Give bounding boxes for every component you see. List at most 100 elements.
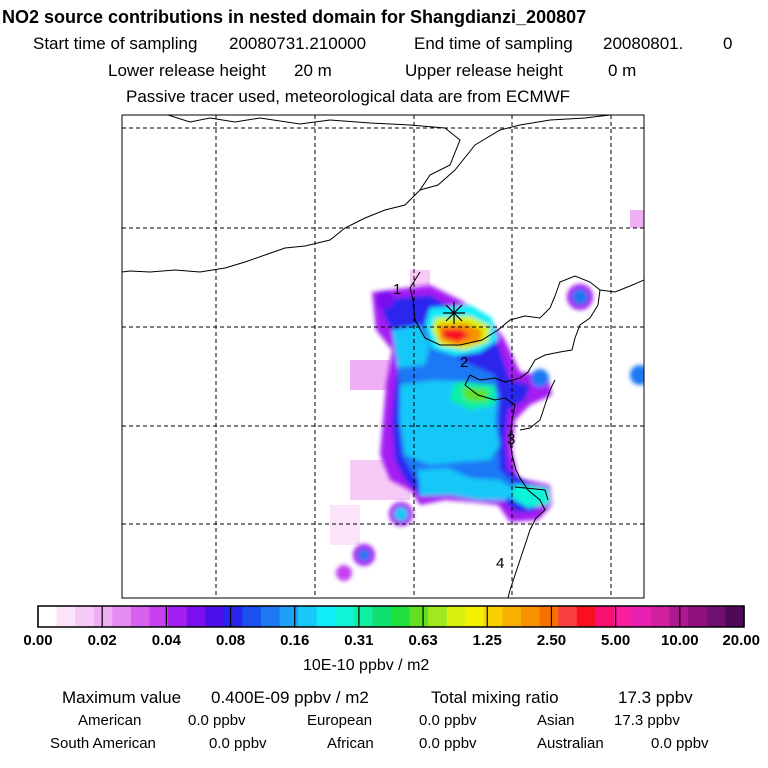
upper-height-label: Upper release height: [405, 61, 563, 80]
colorbar-tick-label: 2.50: [537, 632, 566, 649]
region-value: 0.0 ppbv: [419, 712, 477, 729]
start-time-value: 20080731.210000: [229, 34, 367, 53]
region-value: 0.0 ppbv: [651, 735, 709, 752]
colorbar-unit-label: 10E-10 ppbv / m2: [303, 657, 430, 674]
colorbar: [38, 606, 745, 627]
colorbar-tick-label: 0.08: [216, 632, 245, 649]
colorbar-tick-label: 10.00: [661, 632, 699, 649]
hotspot-red: [442, 329, 470, 342]
colorbar-swatch: [93, 606, 113, 627]
colorbar-swatch: [613, 606, 634, 627]
colorbar-swatch: [130, 606, 151, 627]
colorbar-swatch: [75, 606, 95, 627]
plume-faint: [410, 270, 430, 286]
colorbar-swatch: [706, 606, 727, 627]
grid-lines: [122, 115, 644, 598]
colorbar-swatch: [558, 606, 578, 627]
spot-sw2: [336, 565, 352, 581]
colorbar-swatch: [428, 606, 448, 627]
colorbar-swatch: [260, 606, 281, 627]
colorbar-swatch: [112, 606, 132, 627]
plume-cyan-north: [392, 325, 430, 368]
end-time-extra: 0: [723, 34, 733, 53]
region-value: 0.0 ppbv: [419, 735, 477, 752]
colorbar-tick-label: 0.16: [280, 632, 309, 649]
lower-height-label: Lower release height: [108, 61, 266, 80]
region-value: 0.0 ppbv: [209, 735, 267, 752]
region-value: 0.0 ppbv: [188, 712, 246, 729]
end-time-label: End time of sampling: [414, 34, 573, 53]
spot-e2: [531, 369, 549, 387]
colorbar-tick-label: 0.04: [152, 632, 182, 649]
colorbar-swatch: [335, 606, 355, 627]
colorbar-tick-label: 20.00: [722, 632, 760, 649]
coastlines: [122, 115, 644, 598]
region-name: Asian: [537, 712, 575, 729]
max-value-label: Maximum value: [62, 688, 182, 707]
point-label-3: 3: [507, 431, 515, 448]
region-name: South American: [50, 735, 156, 752]
colorbar-swatch: [56, 606, 76, 627]
region-name: European: [307, 712, 373, 729]
colorbar-swatch: [651, 606, 671, 627]
colorbar-swatch: [353, 606, 374, 627]
colorbar-swatch: [483, 606, 504, 627]
region-name: American: [78, 712, 142, 729]
max-value: 0.400E-09 ppbv / m2: [211, 688, 369, 707]
point-label-2: 2: [460, 354, 468, 371]
colorbar-swatch: [409, 606, 429, 627]
upper-height-value: 0 m: [608, 61, 637, 80]
colorbar-swatch: [205, 606, 225, 627]
chart-title: NO2 source contributions in nested domai…: [2, 7, 587, 27]
colorbar-tick-label: 0.00: [23, 632, 52, 649]
start-time-label: Start time of sampling: [33, 34, 198, 53]
lower-height-value: 20 m: [294, 61, 332, 80]
region-name: African: [327, 735, 374, 752]
colorbar-tick-label: 0.63: [408, 632, 437, 649]
spot-ne-core: [572, 289, 588, 305]
plume-faint: [630, 210, 644, 228]
colorbar-swatch: [725, 606, 745, 627]
plume-faint: [330, 505, 360, 545]
map-frame: [121, 114, 645, 599]
colorbar-swatch: [446, 606, 466, 627]
total-mixing-label: Total mixing ratio: [431, 688, 559, 707]
colorbar-swatch: [149, 606, 169, 627]
colorbar-tick-label: 0.02: [88, 632, 117, 649]
colorbar-swatch: [223, 606, 243, 627]
colorbar-swatch: [688, 606, 708, 627]
colorbar-ticks: 0.00 0.02 0.04 0.08 0.16 0.31 0.63 1.25 2.50 5.00…: [23, 606, 760, 649]
point-label-4: 4: [496, 555, 504, 572]
colorbar-swatch: [38, 606, 58, 627]
spot-n: [376, 291, 394, 309]
colorbar-swatch: [168, 606, 188, 627]
total-mixing-value: 17.3 ppbv: [618, 688, 693, 707]
colorbar-swatch: [391, 606, 411, 627]
colorbar-swatch: [186, 606, 206, 627]
colorbar-swatch: [316, 606, 336, 627]
spot-sw-core: [358, 549, 370, 561]
colorbar-swatch: [576, 606, 596, 627]
colorbar-swatch: [242, 606, 262, 627]
plume-cyan-south: [418, 468, 518, 500]
colorbar-swatch: [372, 606, 392, 627]
map-area: [122, 115, 644, 598]
data-source-note: Passive tracer used, meteorological data…: [126, 87, 571, 106]
region-name: Australian: [537, 735, 604, 752]
colorbar-tick-label: 1.25: [473, 632, 502, 649]
colorbar-swatch: [298, 606, 318, 627]
region-value: 17.3 ppbv: [614, 712, 680, 729]
colorbar-swatch: [502, 606, 522, 627]
plume-green: [462, 388, 488, 402]
receptor-marker-icon: [443, 302, 465, 324]
colorbar-swatch: [595, 606, 615, 627]
colorbar-tick-label: 0.31: [344, 632, 373, 649]
end-time-value: 20080801.: [603, 34, 684, 53]
spot-e: [630, 365, 644, 385]
colorbar-tick-label: 5.00: [601, 632, 630, 649]
plume-faint: [350, 360, 390, 390]
colorbar-swatch: [465, 606, 485, 627]
point-label-1: 1: [393, 281, 401, 298]
spot-s-core: [394, 507, 408, 521]
